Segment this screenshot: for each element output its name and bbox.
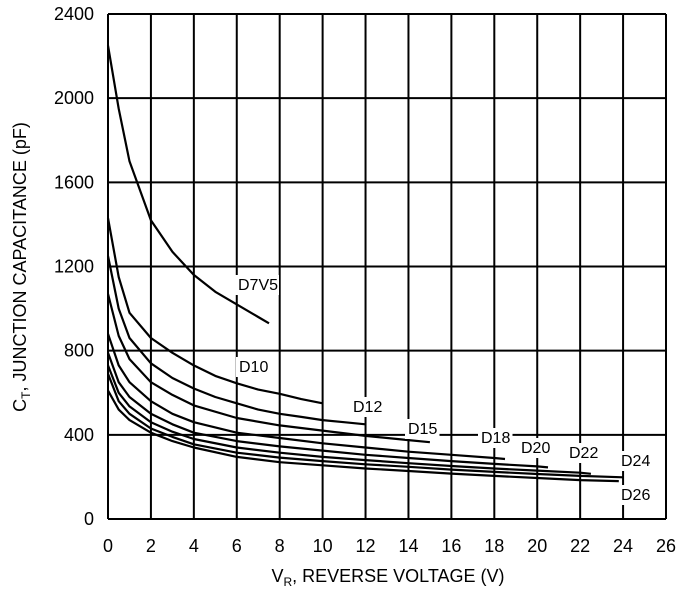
- x-axis-label-rest: , REVERSE VOLTAGE (V): [292, 566, 504, 586]
- y-tick-label: 1600: [54, 172, 94, 192]
- series-label-d26: D26: [621, 487, 650, 504]
- series-line-d7v5: [106, 45, 270, 325]
- series-label-d24: D24: [621, 453, 650, 470]
- x-tick-label: 10: [313, 536, 333, 556]
- series-label-d20: D20: [521, 440, 550, 457]
- series-line-d22: [106, 364, 592, 475]
- series-label-bg: [236, 357, 271, 377]
- y-axis-label-rest: , JUNCTION CAPACITANCE (pF): [10, 122, 30, 391]
- x-tick-label: 22: [570, 536, 590, 556]
- x-axis-label-sub: R: [283, 575, 292, 589]
- x-tick-label: 4: [189, 536, 199, 556]
- series-line-d20: [106, 352, 549, 469]
- series-line-d24: [106, 373, 624, 479]
- series-line-d10: [106, 217, 323, 405]
- series-line-d26: [107, 390, 619, 483]
- x-axis-label: VR, REVERSE VOLTAGE (V): [271, 566, 504, 589]
- x-tick-label: 26: [656, 536, 676, 556]
- series-label-bg: [518, 438, 553, 458]
- x-tick-label: 12: [356, 536, 376, 556]
- series-label-d15: D15: [408, 421, 437, 438]
- x-tick-label: 24: [613, 536, 633, 556]
- tick-labels: 0 2 4 6 8 10 12 14 16 18 20 22 24 2604008001200160020…: [54, 4, 676, 556]
- x-tick-label: 20: [527, 536, 547, 556]
- series-line-d15: [106, 293, 431, 444]
- x-tick-label: 0: [103, 536, 113, 556]
- y-tick-label: 0: [84, 509, 94, 529]
- series-label-d10: D10: [239, 359, 268, 376]
- x-axis-label-main: V: [271, 566, 283, 586]
- series-label-d22: D22: [569, 445, 598, 462]
- y-tick-label: 2000: [54, 88, 94, 108]
- grid: [107, 13, 667, 520]
- series-label-d18: D18: [481, 430, 510, 447]
- curve-labels: D7V5 D10 D12 D15 D18 D20 D22 D24 D26: [235, 275, 653, 505]
- series-label-d7v5: D7V5: [238, 277, 278, 294]
- x-tick-label: 16: [441, 536, 461, 556]
- series-label-bg: [235, 275, 279, 295]
- x-tick-label: 2: [146, 536, 156, 556]
- series-label-bg: [618, 451, 653, 471]
- y-axis-label-main: C: [10, 399, 30, 412]
- series-label-d12: D12: [353, 399, 382, 416]
- y-tick-label: 1200: [54, 257, 94, 277]
- series-label-bg: [350, 397, 385, 417]
- y-axis-label-sub: T: [19, 391, 33, 399]
- series-line-d18: [106, 333, 506, 461]
- x-tick-label: 14: [398, 536, 418, 556]
- series-label-bg: [478, 428, 513, 448]
- y-axis-label: CT, JUNCTION CAPACITANCE (pF): [10, 122, 33, 412]
- y-tick-label: 400: [64, 425, 94, 445]
- series-line-d12: [106, 255, 366, 426]
- series-label-bg: [618, 485, 653, 505]
- curves: [106, 45, 624, 483]
- series-label-bg: [566, 443, 601, 463]
- series-label-bg: [405, 419, 440, 439]
- x-tick-label: 8: [275, 536, 285, 556]
- y-tick-label: 800: [64, 341, 94, 361]
- x-tick-label: 6: [232, 536, 242, 556]
- x-tick-label: 18: [484, 536, 504, 556]
- y-tick-label: 2400: [54, 4, 94, 24]
